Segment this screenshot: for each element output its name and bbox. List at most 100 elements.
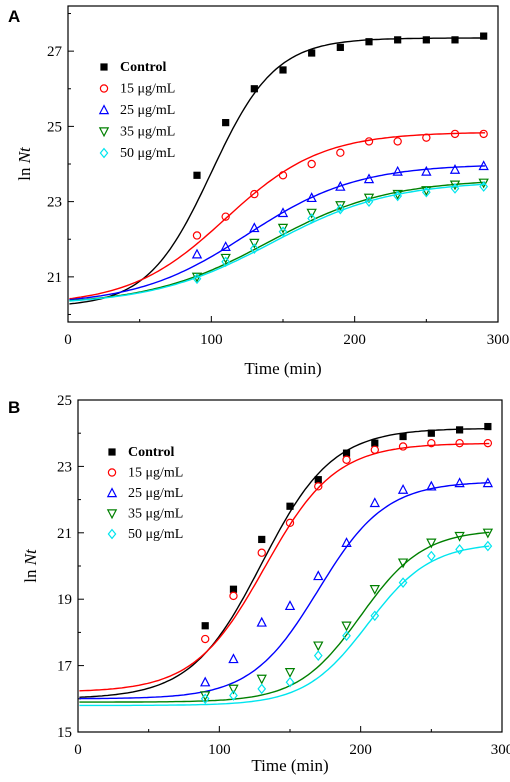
data-point [277,223,289,234]
legend: Control 15 μg/mL 25 μg/mL 35 μg/mL 50 μg/mL [98,60,175,161]
data-point [306,208,317,219]
data-point [397,558,409,569]
y-tick-label: 23 [57,459,72,475]
legend-label: 15 μg/mL [128,466,183,481]
data-point [220,241,231,251]
data-point [364,137,374,146]
data-point [449,180,461,191]
fit-line [79,428,490,698]
data-point [314,476,322,484]
series-1 [79,438,493,692]
data-point [335,201,346,212]
legend-label: 25 μg/mL [128,486,183,501]
data-point [249,222,260,233]
legend-label: 35 μg/mL [128,507,183,522]
data-point [200,693,210,705]
data-point [394,36,402,44]
panel-label: B [8,398,20,417]
x-tick-label: 0 [64,332,72,348]
data-point [341,537,352,547]
data-point [399,432,407,441]
fit-line [79,545,490,707]
data-point [482,477,494,488]
panel-a: A 0 100 200 300 21 23 25 27 Time (min) ln Nt Contro… [8,5,510,378]
data-point [200,634,210,644]
data-point [336,43,344,51]
y-tick-label: 21 [57,526,72,542]
series-4 [79,540,493,707]
data-point [193,171,201,179]
data-point [249,238,260,249]
legend-label: 35 μg/mL [120,125,175,140]
data-point [221,256,231,268]
data-point [192,231,202,240]
data-point [369,497,380,508]
data-point [306,192,317,203]
data-point [250,85,258,93]
series-2 [69,160,489,301]
data-point [257,683,267,695]
data-point [222,119,230,127]
data-point [335,180,346,191]
x-tick-label: 200 [343,332,366,348]
data-point [451,36,459,44]
series-0 [79,422,492,698]
data-point [229,591,238,601]
legend-label: 25 μg/mL [120,103,175,118]
x-tick-label: 300 [487,332,510,348]
data-point [427,429,435,437]
y-tick-label: 17 [57,659,73,675]
data-point [278,171,288,180]
panel-label: A [8,7,20,26]
fit-line [69,165,486,301]
data-point [426,480,437,491]
data-point [221,212,230,221]
series-4 [69,181,489,302]
data-point [313,570,324,581]
data-point [284,600,296,611]
data-point [229,585,238,593]
data-point [397,483,409,494]
fit-line [79,482,490,700]
legend: Control 15 μg/mL 25 μg/mL 35 μg/mL 50 μg/mL [106,445,183,542]
data-point [456,426,464,434]
data-point [200,691,211,702]
data-point [278,226,288,238]
data-point [249,243,259,254]
y-tick-label: 25 [57,393,72,409]
y-axis-title: ln Nt [15,146,34,181]
data-point [336,148,345,157]
data-point [364,196,374,207]
data-point [422,133,431,142]
legend-marker [107,468,117,477]
data-point [277,207,289,218]
data-point [313,641,324,652]
legend-marker [98,127,110,138]
data-point [286,502,294,510]
data-point [455,544,464,555]
y-tick-label: 25 [47,119,62,135]
data-point [314,482,323,491]
x-axis-title: Time (min) [244,359,321,378]
data-point [392,165,403,176]
data-point [398,442,408,451]
data-point [342,630,351,642]
data-point [342,449,351,457]
fit-line [69,181,486,302]
data-point [201,622,209,630]
legend-label: 50 μg/mL [128,527,183,542]
data-point [426,538,437,549]
data-point [257,548,266,557]
fit-line [69,132,486,300]
data-point [393,190,403,202]
legend-marker [108,448,116,456]
y-tick-label: 23 [47,195,62,211]
data-point [478,178,489,189]
legend-label: 50 μg/mL [120,146,175,161]
data-point [398,577,408,588]
series-0 [69,32,488,305]
data-point [228,653,239,664]
panel-b: B 0 100 200 300 15 17 19 21 23 25 Time (min) ln Nt Co… [8,393,510,775]
data-point [284,668,296,678]
x-tick-label: 100 [200,332,223,348]
